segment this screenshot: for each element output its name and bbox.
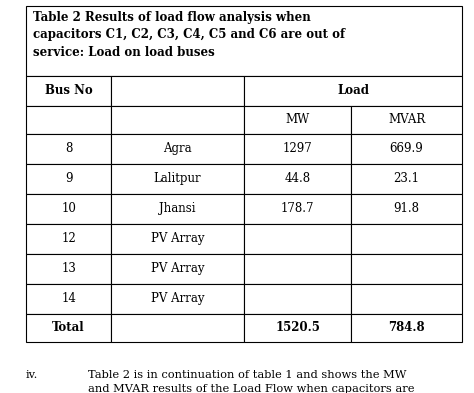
Bar <box>244 314 351 342</box>
Text: PV Array: PV Array <box>151 232 204 245</box>
Text: 91.8: 91.8 <box>393 202 419 215</box>
Bar <box>351 254 462 284</box>
Text: PV Array: PV Array <box>151 292 204 305</box>
Bar <box>111 164 244 194</box>
Bar <box>351 134 462 164</box>
Bar <box>111 254 244 284</box>
Text: Load: Load <box>337 84 369 97</box>
Text: 784.8: 784.8 <box>388 321 425 334</box>
Text: 8: 8 <box>65 142 72 155</box>
Bar <box>26 224 111 254</box>
Text: Lalitpur: Lalitpur <box>154 173 201 185</box>
Text: iv.: iv. <box>26 370 38 380</box>
Text: 23.1: 23.1 <box>393 173 419 185</box>
Bar <box>26 164 111 194</box>
Bar <box>26 76 111 106</box>
Bar <box>111 284 244 314</box>
Text: Total: Total <box>52 321 85 334</box>
Text: 44.8: 44.8 <box>284 173 310 185</box>
Bar <box>244 134 351 164</box>
Text: 1297: 1297 <box>283 142 312 155</box>
Text: MW: MW <box>285 114 310 127</box>
Text: 178.7: 178.7 <box>281 202 314 215</box>
Bar <box>111 314 244 342</box>
Text: PV Array: PV Array <box>151 263 204 275</box>
Bar <box>26 314 111 342</box>
Bar <box>244 224 351 254</box>
Text: 14: 14 <box>61 292 76 305</box>
Bar <box>26 106 111 134</box>
Bar <box>351 106 462 134</box>
Bar <box>351 194 462 224</box>
Text: Jhansi: Jhansi <box>159 202 196 215</box>
Text: 1520.5: 1520.5 <box>275 321 320 334</box>
Bar <box>111 134 244 164</box>
Bar <box>111 106 244 134</box>
Bar <box>244 254 351 284</box>
Bar <box>351 164 462 194</box>
Text: 12: 12 <box>61 232 76 245</box>
Text: 669.9: 669.9 <box>390 142 423 155</box>
Text: Table 2 is in continuation of table 1 and shows the MW
and MVAR results of the L: Table 2 is in continuation of table 1 an… <box>88 370 414 393</box>
Text: Table 2 Results of load flow analysis when
capacitors C1, C2, C3, C4, C5 and C6 : Table 2 Results of load flow analysis wh… <box>33 11 345 59</box>
Bar <box>26 284 111 314</box>
Bar <box>111 224 244 254</box>
Text: MVAR: MVAR <box>388 114 425 127</box>
Bar <box>351 284 462 314</box>
Bar <box>26 6 462 76</box>
Bar <box>244 76 462 106</box>
Text: 13: 13 <box>61 263 76 275</box>
Bar <box>351 224 462 254</box>
Bar <box>244 164 351 194</box>
Bar <box>26 134 111 164</box>
Bar <box>244 194 351 224</box>
Bar <box>244 106 351 134</box>
Text: Agra: Agra <box>164 142 192 155</box>
Text: 9: 9 <box>65 173 73 185</box>
Text: Bus No: Bus No <box>45 84 92 97</box>
Bar <box>26 254 111 284</box>
Bar <box>26 194 111 224</box>
Bar <box>111 76 244 106</box>
Bar <box>351 314 462 342</box>
Bar <box>244 284 351 314</box>
Bar <box>111 194 244 224</box>
Text: 10: 10 <box>61 202 76 215</box>
